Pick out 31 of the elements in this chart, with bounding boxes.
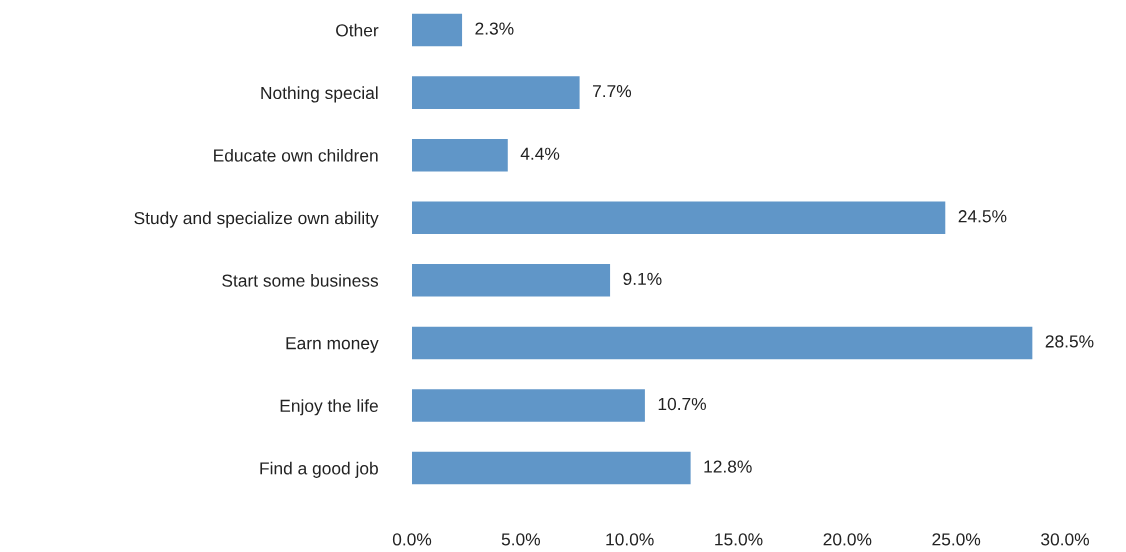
- bar: [412, 138, 508, 172]
- x-tick-label: 5.0%: [501, 533, 540, 546]
- bar: [412, 201, 946, 235]
- y-tick-label: Enjoy the life: [280, 399, 378, 416]
- bar: [412, 451, 691, 485]
- y-tick-label: Earn money: [286, 337, 379, 353]
- x-tick-label: 10.0%: [606, 533, 654, 546]
- data-label: 9.1%: [623, 272, 662, 285]
- bar: [412, 389, 645, 422]
- x-tick-label: 15.0%: [715, 533, 763, 546]
- bar: [412, 326, 1033, 360]
- x-tick-label: 30.0%: [1041, 533, 1089, 546]
- x-tick-label: 25.0%: [932, 533, 981, 546]
- data-label: 24.5%: [958, 210, 1007, 223]
- x-tick-label: 0.0%: [392, 533, 432, 546]
- x-tick-label: 20.0%: [823, 533, 872, 546]
- data-label: 28.5%: [1045, 335, 1094, 348]
- bar: [412, 13, 463, 47]
- y-tick-label: Educate own children: [214, 148, 378, 162]
- y-tick-label: Study and specialize own ability: [134, 211, 379, 228]
- data-label: 10.7%: [658, 397, 707, 411]
- bar: [412, 76, 580, 109]
- data-label: 4.4%: [520, 147, 560, 160]
- data-label: 12.8%: [704, 460, 752, 473]
- y-tick-label: Start some business: [222, 274, 379, 287]
- y-tick-label: Other: [336, 23, 379, 37]
- y-tick-label: Find a good job: [260, 461, 378, 478]
- y-tick-label: Nothing special: [261, 86, 378, 103]
- data-label: 7.7%: [592, 85, 632, 98]
- data-label: 2.3%: [475, 22, 514, 35]
- bar: [412, 264, 611, 297]
